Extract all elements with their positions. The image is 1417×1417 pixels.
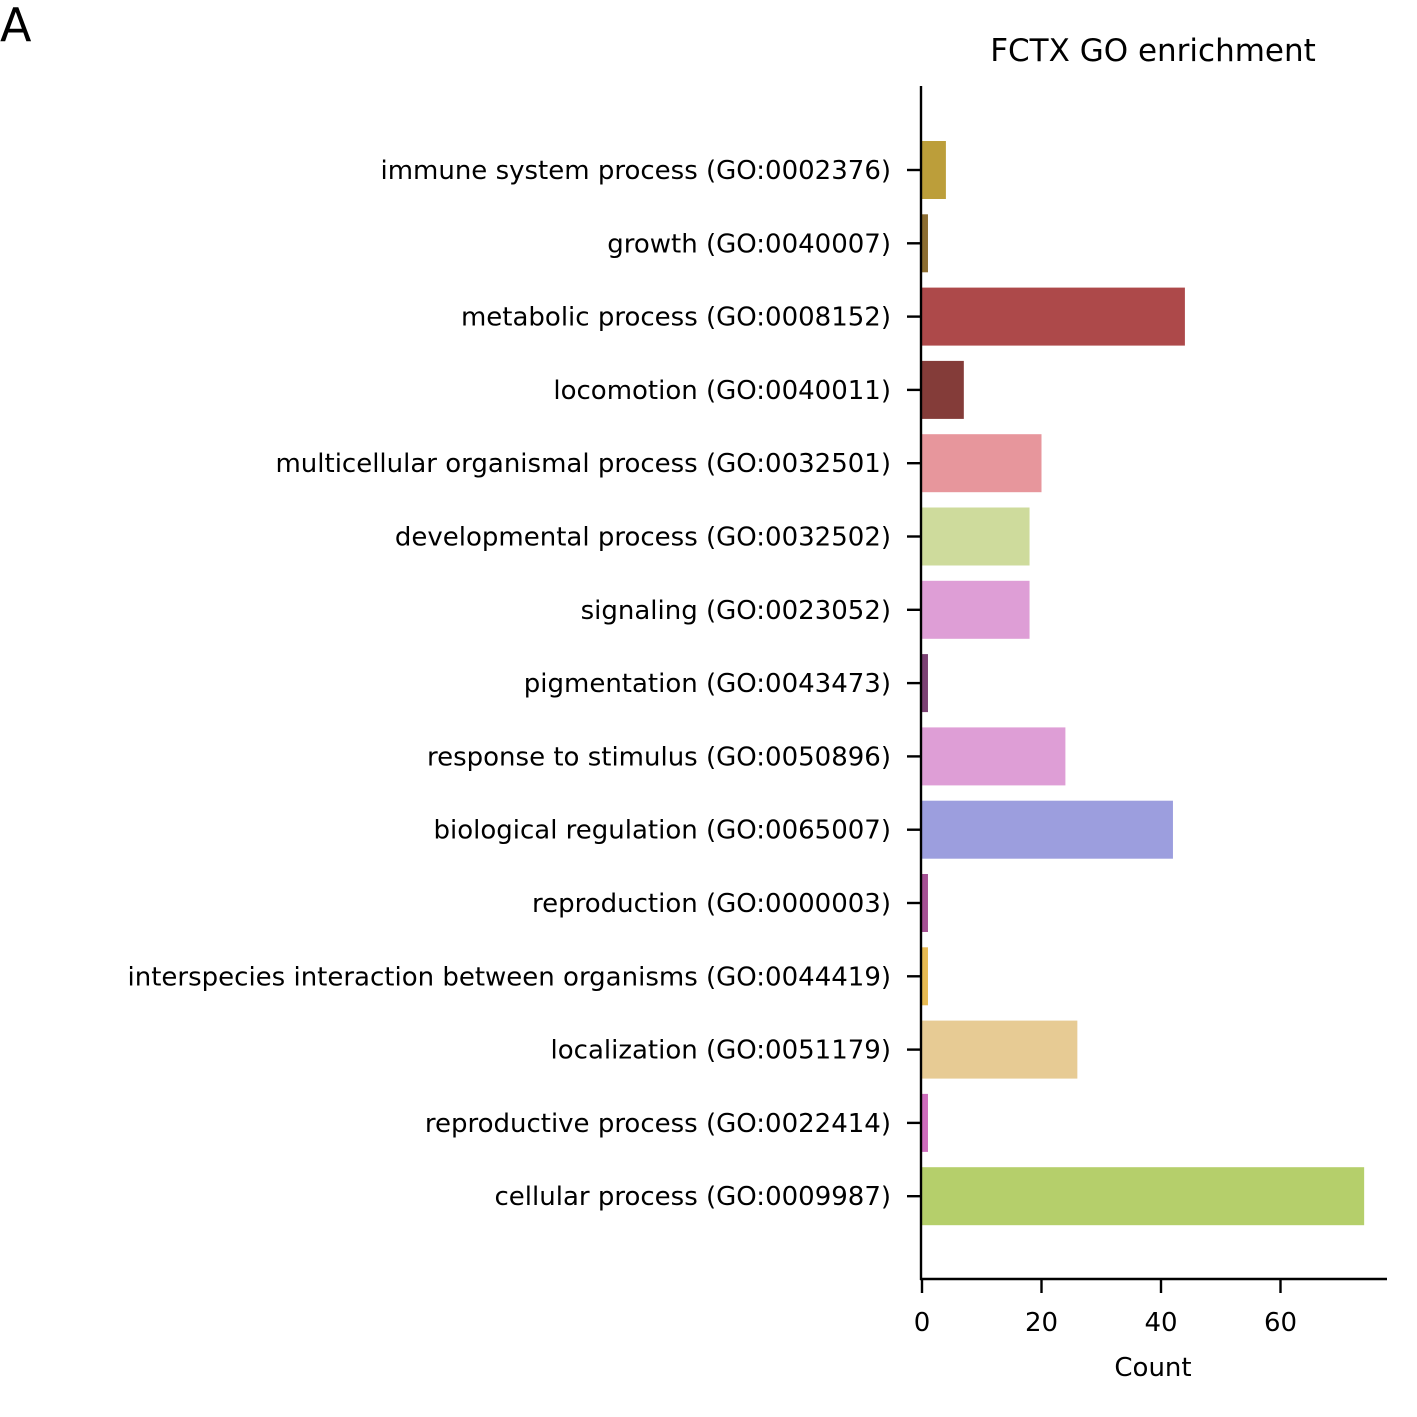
panel-label: A <box>0 0 32 52</box>
category-label: response to stimulus (GO:0050896) <box>427 742 891 772</box>
category-labels-group: immune system process (GO:0002376) growth… <box>128 156 921 1212</box>
x-tick-label: 60 <box>1264 1308 1297 1338</box>
bar <box>922 287 1185 346</box>
category-label: biological regulation (GO:0065007) <box>433 816 891 846</box>
bar <box>922 141 946 199</box>
bar <box>922 654 928 713</box>
bar <box>922 214 928 273</box>
x-tick-label: 20 <box>1025 1308 1058 1338</box>
bar <box>922 1093 928 1152</box>
bar <box>922 947 928 1006</box>
category-label: metabolic process (GO:0008152) <box>461 303 891 333</box>
chart-title: FCTX GO enrichment <box>990 33 1316 69</box>
bar <box>922 1020 1078 1079</box>
x-tick-label: 40 <box>1144 1308 1177 1338</box>
category-label: localization (GO:0051179) <box>551 1036 891 1066</box>
x-axis-title: Count <box>1114 1353 1191 1383</box>
category-label: reproduction (GO:0000003) <box>532 889 891 919</box>
category-label: growth (GO:0040007) <box>607 229 891 259</box>
bar <box>922 727 1066 786</box>
category-label: signaling (GO:0023052) <box>581 596 891 626</box>
bars-group <box>922 141 1365 1226</box>
category-label: locomotion (GO:0040011) <box>553 376 891 406</box>
bar <box>922 874 928 932</box>
category-label: interspecies interaction between organis… <box>128 962 891 992</box>
x-ticks-group: 0 20 40 60 <box>914 1279 1297 1338</box>
category-label: immune system process (GO:0002376) <box>380 156 891 186</box>
bar <box>922 800 1173 859</box>
bar <box>922 360 964 419</box>
bar <box>922 580 1030 639</box>
category-label: multicellular organismal process (GO:003… <box>275 449 891 479</box>
bar <box>922 1167 1365 1226</box>
category-label: reproductive process (GO:0022414) <box>425 1109 891 1139</box>
bar <box>922 507 1030 566</box>
category-label: cellular process (GO:0009987) <box>495 1182 892 1212</box>
category-label: developmental process (GO:0032502) <box>395 523 891 553</box>
category-label: pigmentation (GO:0043473) <box>524 669 891 699</box>
x-tick-label: 0 <box>914 1308 931 1338</box>
bar <box>922 434 1042 493</box>
